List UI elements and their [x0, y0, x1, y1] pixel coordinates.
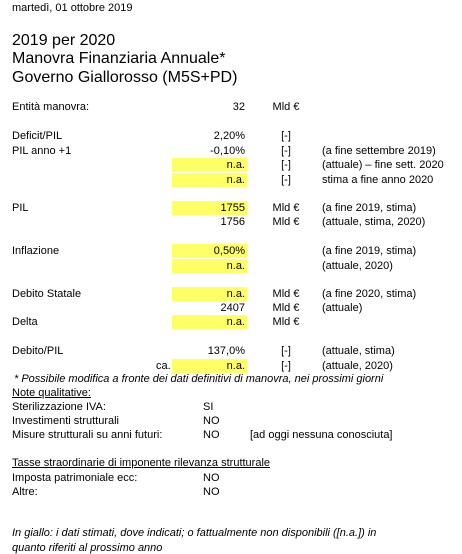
row-note: (a fine 2019, stima) [322, 202, 417, 214]
item-label: Sterilizzazione IVA: [12, 401, 106, 413]
item-value: NO [203, 429, 220, 441]
row-prefix: ca. [156, 360, 171, 372]
date: martedì, 01 ottobre 2019 [12, 2, 133, 14]
highlight [172, 158, 247, 172]
row-note: (a fine 2019, stima) [322, 245, 417, 257]
row-unit: [-] [281, 174, 291, 186]
item-value: NO [203, 486, 220, 498]
item-label: Investimenti strutturali [12, 415, 119, 427]
row-value: n.a. [226, 260, 245, 272]
title-line: 2019 per 2020 [12, 32, 116, 49]
row-unit: [-] [281, 159, 291, 171]
row-value: 32 [232, 101, 245, 113]
row-unit: [-] [281, 345, 291, 357]
row-value: 1755 [220, 202, 245, 214]
row-label: Entità manovra: [12, 101, 90, 113]
row-value: 137,0% [207, 345, 245, 357]
legend-line: quanto riferiti al prossimo anno [12, 542, 163, 554]
row-label: PIL anno +1 [12, 145, 72, 157]
highlight [172, 259, 247, 273]
highlight [172, 315, 247, 329]
row-unit: Mld € [272, 288, 300, 300]
row-unit: [-] [281, 130, 291, 142]
row-note: (attuale) [322, 302, 363, 314]
row-label: Debito Statale [12, 288, 82, 300]
section-title: Note qualitative: [12, 387, 91, 399]
highlight [172, 244, 247, 258]
row-value: 2407 [220, 302, 245, 314]
item-value: NO [203, 415, 220, 427]
footnote: * Possibile modifica a fronte dei dati d… [14, 373, 384, 385]
row-unit: Mld € [272, 216, 300, 228]
item-value: SI [203, 401, 214, 413]
row-value: n.a. [226, 360, 245, 372]
highlight [172, 359, 247, 373]
row-label: Delta [12, 316, 38, 328]
row-note: stima a fine anno 2020 [322, 174, 434, 186]
row-value: n.a. [226, 159, 245, 171]
row-note: (a fine 2020, stima) [322, 288, 417, 300]
row-note: (attuale, stima) [322, 345, 395, 357]
row-value: -0,10% [210, 145, 245, 157]
row-value: 0,50% [213, 245, 245, 257]
highlight [172, 173, 247, 187]
row-value: 1756 [220, 216, 245, 228]
section-title: Tasse straordinarie di imponente rilevan… [12, 457, 271, 469]
row-unit: Mld € [272, 302, 300, 314]
highlight [172, 287, 247, 301]
item-label: Imposta patrimoniale ecc: [12, 472, 138, 484]
row-value: 2,20% [213, 130, 245, 142]
row-label: Debito/PIL [12, 345, 64, 357]
highlight [172, 201, 247, 215]
row-label: Deficit/PIL [12, 130, 63, 142]
row-note: (attuale, 2020) [322, 360, 393, 372]
item-note: [ad oggi nessuna conosciuta] [250, 429, 393, 441]
row-label: PIL [12, 202, 29, 214]
row-label: Inflazione [12, 245, 60, 257]
row-value: n.a. [226, 288, 245, 300]
row-unit: [-] [281, 360, 291, 372]
row-value: n.a. [226, 316, 245, 328]
row-note: (a fine settembre 2019) [322, 145, 436, 157]
item-value: NO [203, 472, 220, 484]
legend-line: In giallo: i dati stimati, dove indicati… [12, 527, 377, 539]
row-unit: Mld € [272, 101, 300, 113]
title-line: Manovra Finanziaria Annuale* [12, 50, 226, 67]
row-unit: [-] [281, 145, 291, 157]
item-label: Misure strutturali su anni futuri: [12, 429, 163, 441]
row-note: (attuale) – fine sett. 2020 [322, 159, 444, 171]
row-value: n.a. [226, 174, 245, 186]
row-note: (attuale, 2020) [322, 260, 393, 272]
row-note: (attuale, stima, 2020) [322, 216, 426, 228]
title-line: Governo Giallorosso (M5S+PD) [12, 69, 238, 86]
item-label: Altre: [12, 486, 38, 498]
row-unit: Mld € [272, 202, 300, 214]
row-unit: Mld € [272, 316, 300, 328]
